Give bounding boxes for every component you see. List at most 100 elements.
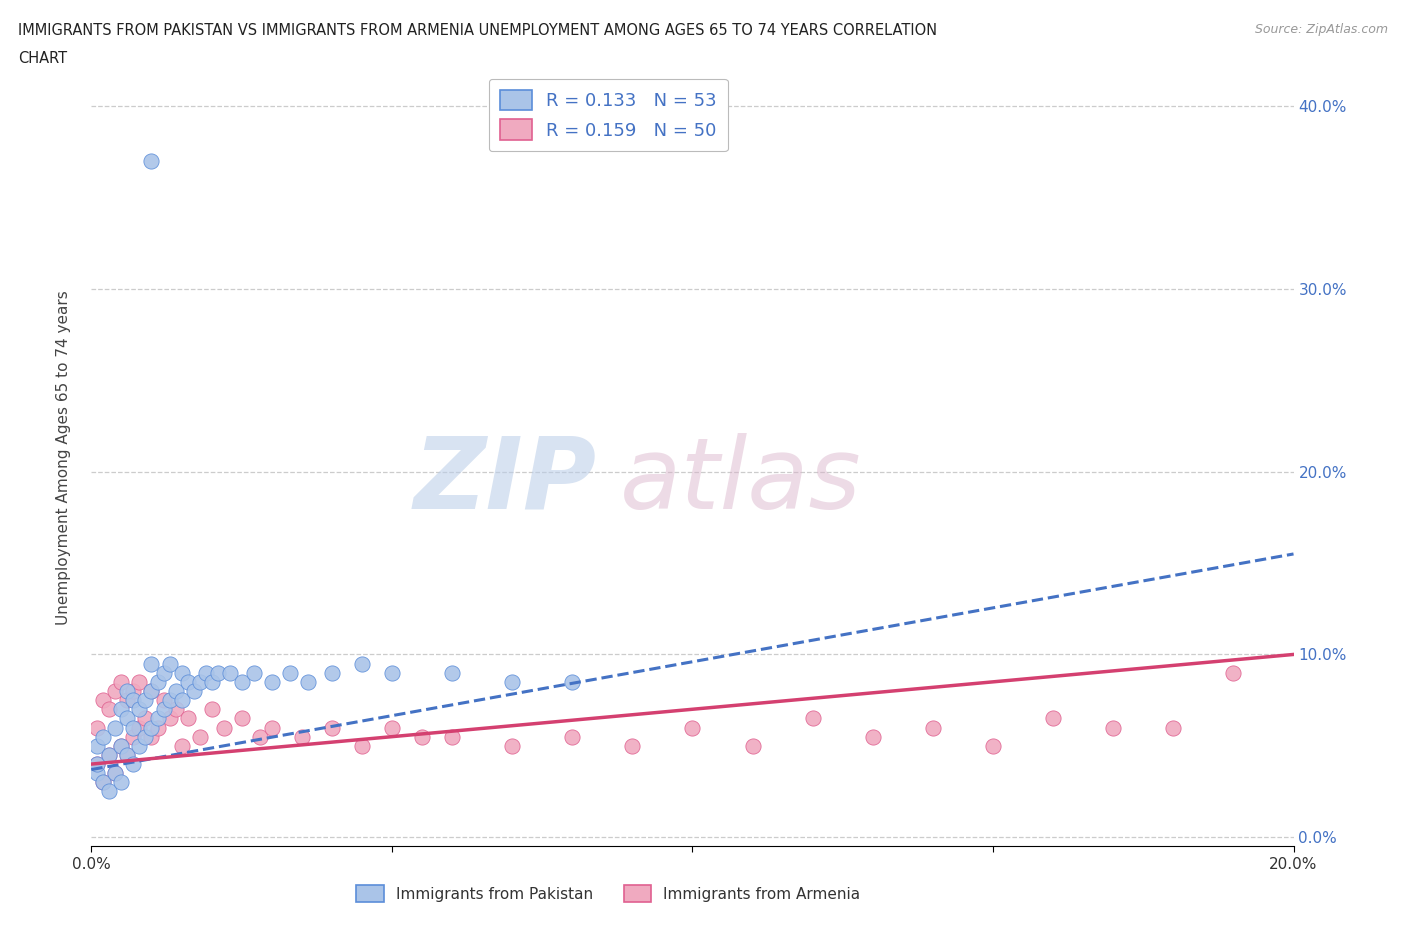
Point [165,702,187,717]
Point [260,720,283,735]
Point [321,665,343,680]
Point [297,674,319,689]
Point [104,765,127,780]
Point [183,684,205,698]
Point [681,720,703,735]
Text: atlas: atlas [620,432,862,530]
Text: Source: ZipAtlas.com: Source: ZipAtlas.com [1254,23,1388,36]
Point [98,784,121,799]
Point [231,711,253,725]
Point [141,153,163,168]
Point [98,748,121,763]
Point [110,738,132,753]
Point [86,757,108,772]
Point [170,738,193,753]
Point [188,729,211,744]
Point [291,729,314,744]
Point [561,729,583,744]
Point [117,684,139,698]
Point [93,775,115,790]
Legend: Immigrants from Pakistan, Immigrants from Armenia: Immigrants from Pakistan, Immigrants fro… [350,879,866,909]
Point [801,711,824,725]
Point [981,738,1004,753]
Point [122,757,145,772]
Point [93,775,115,790]
Point [1222,665,1244,680]
Point [1042,711,1064,725]
Point [159,711,181,725]
Point [201,702,224,717]
Point [278,665,301,680]
Point [141,684,163,698]
Point [621,738,644,753]
Text: CHART: CHART [18,51,67,66]
Point [242,665,264,680]
Point [862,729,884,744]
Point [141,657,163,671]
Point [188,674,211,689]
Point [1102,720,1125,735]
Point [381,665,404,680]
Point [128,738,150,753]
Point [350,738,373,753]
Point [170,665,193,680]
Point [201,674,224,689]
Point [86,720,108,735]
Point [741,738,763,753]
Point [128,720,150,735]
Point [86,765,108,780]
Point [350,657,373,671]
Point [561,674,583,689]
Point [212,720,235,735]
Point [128,674,150,689]
Point [440,729,463,744]
Point [152,665,174,680]
Point [411,729,433,744]
Point [122,720,145,735]
Point [110,702,132,717]
Point [231,674,253,689]
Point [152,693,174,708]
Point [122,693,145,708]
Point [104,684,127,698]
Point [117,748,139,763]
Point [122,684,145,698]
Point [321,720,343,735]
Point [104,720,127,735]
Point [128,702,150,717]
Point [98,702,121,717]
Point [176,674,198,689]
Point [218,665,240,680]
Point [170,693,193,708]
Point [141,684,163,698]
Point [152,702,174,717]
Point [141,729,163,744]
Point [381,720,404,735]
Point [134,729,156,744]
Point [86,757,108,772]
Point [922,720,945,735]
Point [86,738,108,753]
Point [165,684,187,698]
Point [122,729,145,744]
Point [176,711,198,725]
Point [146,711,169,725]
Point [159,693,181,708]
Point [117,711,139,725]
Point [501,674,523,689]
Point [194,665,217,680]
Point [110,738,132,753]
Point [159,657,181,671]
Point [146,674,169,689]
Point [104,765,127,780]
Point [110,775,132,790]
Point [117,693,139,708]
Text: IMMIGRANTS FROM PAKISTAN VS IMMIGRANTS FROM ARMENIA UNEMPLOYMENT AMONG AGES 65 T: IMMIGRANTS FROM PAKISTAN VS IMMIGRANTS F… [18,23,938,38]
Point [117,748,139,763]
Point [93,729,115,744]
Point [134,693,156,708]
Y-axis label: Unemployment Among Ages 65 to 74 years: Unemployment Among Ages 65 to 74 years [56,291,70,625]
Point [260,674,283,689]
Text: ZIP: ZIP [413,432,596,530]
Point [141,720,163,735]
